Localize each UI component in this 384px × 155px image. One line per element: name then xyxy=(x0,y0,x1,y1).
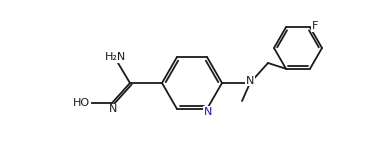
Text: H₂N: H₂N xyxy=(104,52,126,62)
Text: N: N xyxy=(246,75,254,86)
Text: F: F xyxy=(312,21,319,31)
Text: HO: HO xyxy=(73,98,90,108)
Text: N: N xyxy=(204,107,213,117)
Text: N: N xyxy=(109,104,117,115)
